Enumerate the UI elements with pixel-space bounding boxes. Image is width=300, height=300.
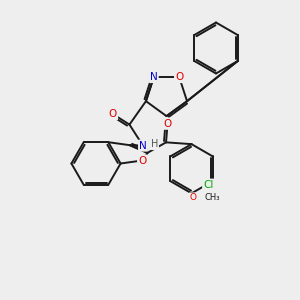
- Text: CH₃: CH₃: [204, 193, 220, 202]
- Text: O: O: [175, 72, 183, 82]
- Text: O: O: [138, 155, 146, 166]
- Text: O: O: [190, 193, 196, 202]
- Text: Cl: Cl: [203, 180, 214, 190]
- Text: H: H: [151, 139, 158, 149]
- Text: N: N: [139, 141, 147, 151]
- Text: O: O: [164, 119, 172, 129]
- Text: O: O: [109, 109, 117, 119]
- Text: N: N: [150, 72, 158, 82]
